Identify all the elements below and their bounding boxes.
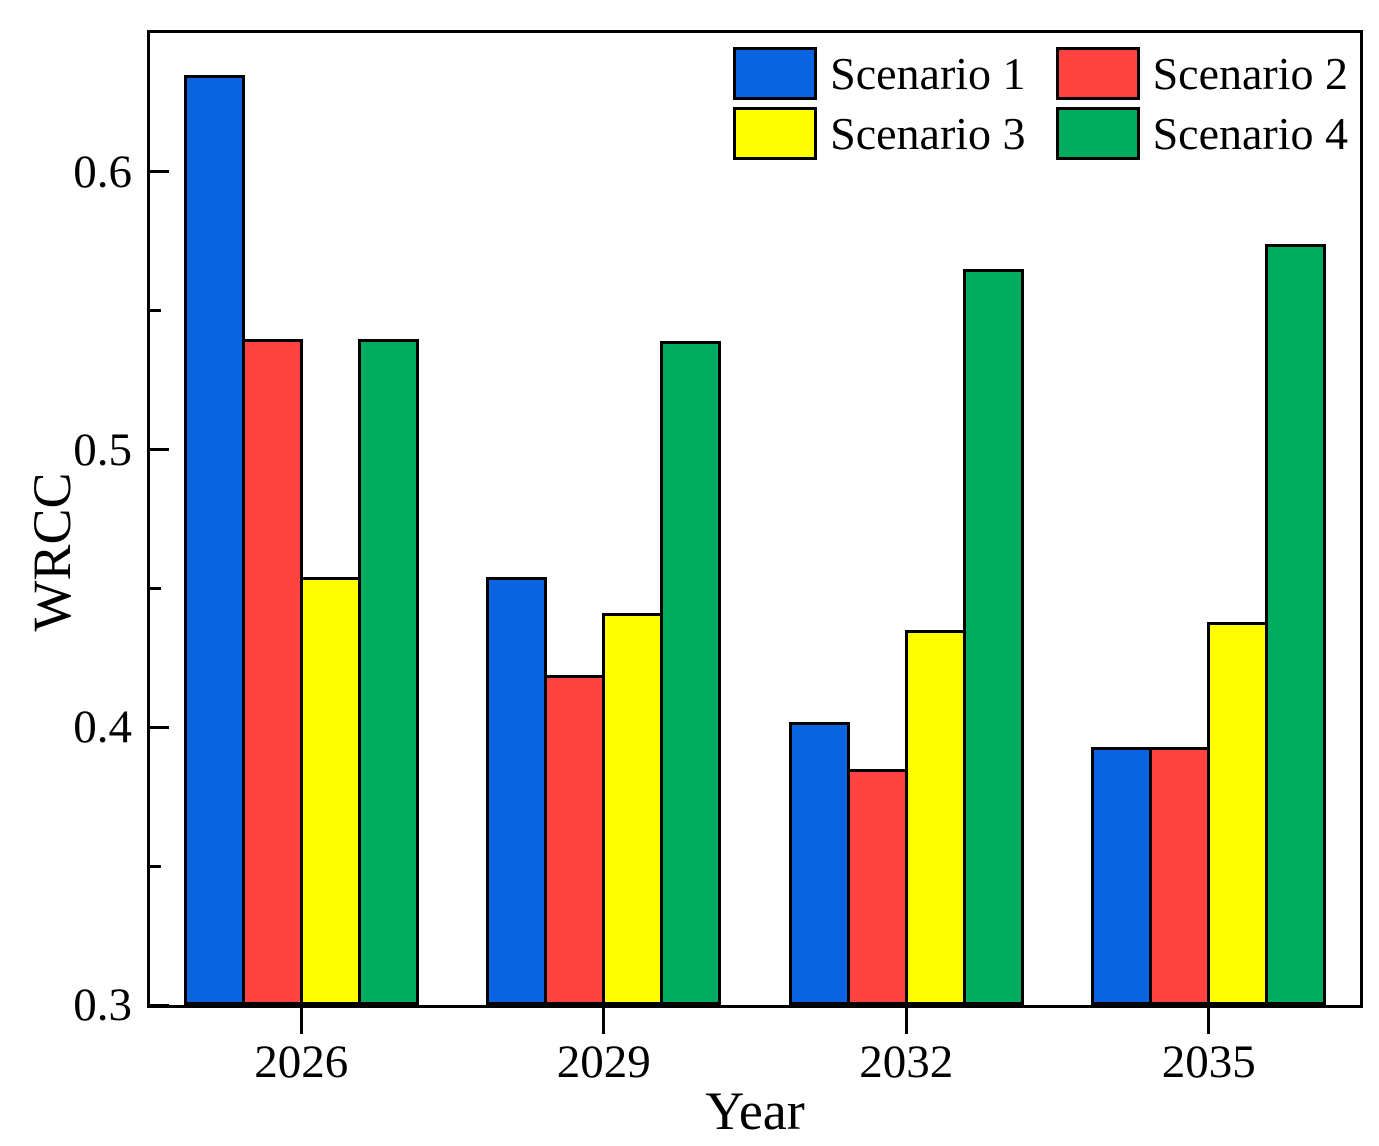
x-tick <box>602 1006 606 1034</box>
bar-scenario-1-2035 <box>1091 746 1153 1005</box>
x-tick-label: 2026 <box>254 1036 349 1088</box>
bar-scenario-4-2032 <box>962 269 1024 1005</box>
y-tick <box>150 170 169 174</box>
y-tick <box>150 725 169 729</box>
legend-label: Scenario 1 <box>830 47 1026 99</box>
legend-item: Scenario 2 <box>1055 47 1348 100</box>
bar-scenario-3-2032 <box>904 630 966 1005</box>
y-minor-tick <box>150 864 161 868</box>
plot-area: Scenario 1 Scenario 2 Scenario 3 Scenario 4 <box>147 30 1363 1008</box>
y-tick <box>150 1003 169 1007</box>
bar-scenario-2-2032 <box>846 768 908 1005</box>
y-minor-tick <box>150 586 161 590</box>
legend-item: Scenario 3 <box>733 107 1026 160</box>
y-tick-label: 0.5 <box>73 423 132 476</box>
legend-item: Scenario 1 <box>733 47 1026 100</box>
legend-swatch <box>1055 107 1140 160</box>
legend-item: Scenario 4 <box>1055 107 1348 160</box>
bar-scenario-1-2029 <box>486 577 548 1005</box>
bar-scenario-2-2035 <box>1149 746 1211 1005</box>
x-tick-label: 2035 <box>1161 1036 1256 1088</box>
bar-scenario-1-2032 <box>788 721 850 1005</box>
bar-scenario-3-2026 <box>299 577 361 1005</box>
y-axis-title: WRCC <box>22 472 82 632</box>
y-tick-label: 0.4 <box>73 701 132 754</box>
y-tick <box>150 448 169 452</box>
bar-scenario-4-2026 <box>357 338 419 1005</box>
x-tick <box>299 1006 303 1034</box>
legend-label: Scenario 2 <box>1152 47 1348 99</box>
bar-scenario-1-2026 <box>183 74 245 1005</box>
legend-label: Scenario 4 <box>1152 107 1348 159</box>
y-tick-label: 0.3 <box>73 979 132 1031</box>
bar-scenario-2-2026 <box>241 338 303 1005</box>
x-tick-label: 2032 <box>859 1036 954 1088</box>
y-tick-label: 0.6 <box>73 145 132 198</box>
legend-label: Scenario 3 <box>830 107 1026 159</box>
bar-scenario-3-2035 <box>1207 621 1269 1005</box>
x-tick <box>1207 1006 1211 1034</box>
y-minor-tick <box>150 309 161 313</box>
legend-swatch <box>1055 47 1140 100</box>
bar-scenario-4-2035 <box>1265 244 1327 1005</box>
x-tick <box>904 1006 908 1034</box>
legend-swatch <box>733 47 818 100</box>
legend: Scenario 1 Scenario 2 Scenario 3 Scenario 4 <box>733 47 1348 160</box>
bar-scenario-4-2029 <box>660 341 722 1005</box>
bar-scenario-3-2029 <box>602 613 664 1005</box>
bar-scenario-2-2029 <box>544 674 606 1005</box>
x-axis-title: Year <box>705 1081 805 1141</box>
legend-swatch <box>733 107 818 160</box>
x-tick-label: 2029 <box>556 1036 651 1088</box>
